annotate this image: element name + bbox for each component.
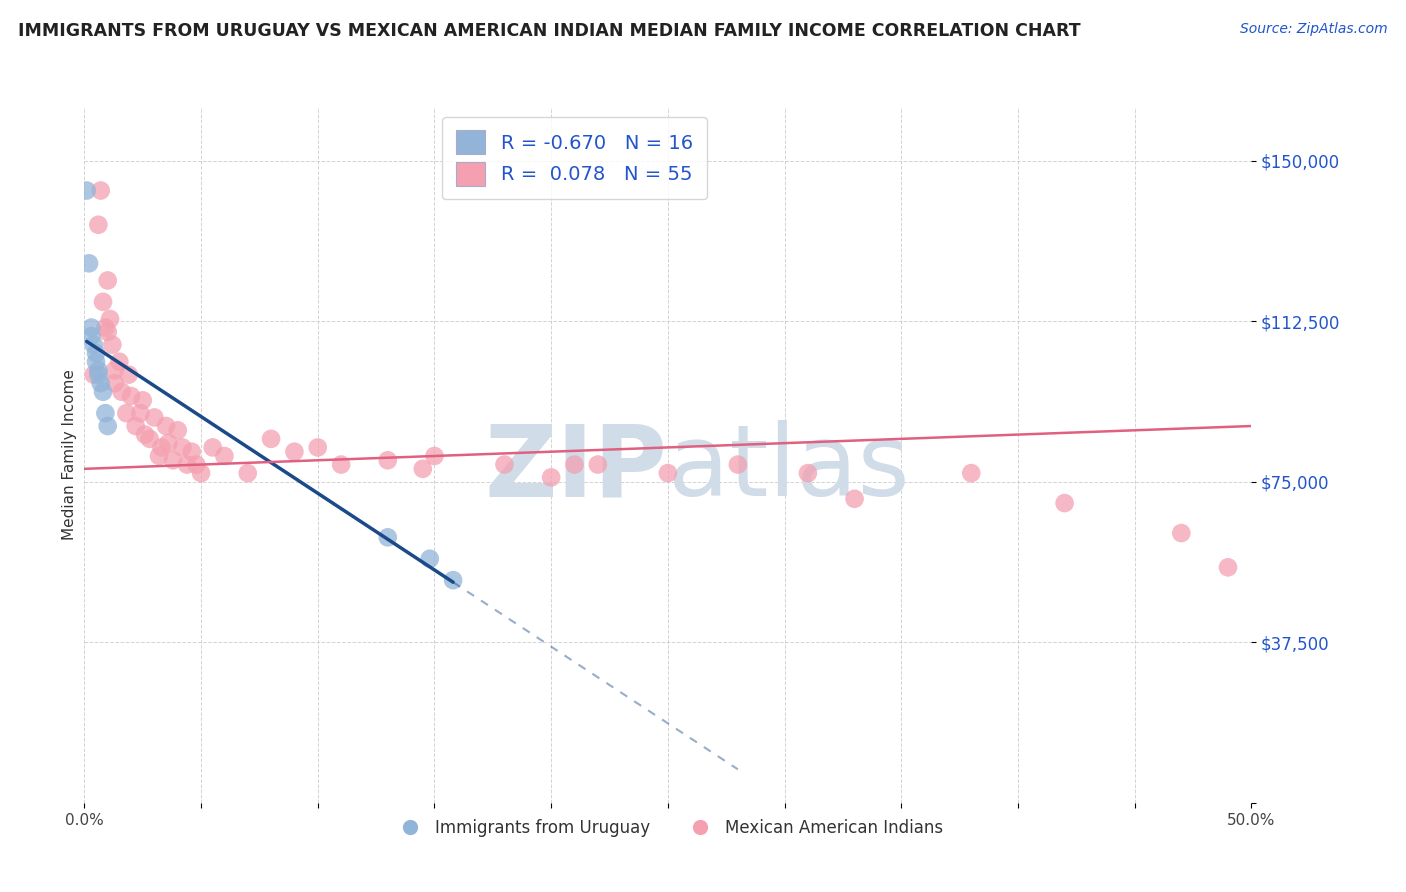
Point [97, 419, 120, 434]
Point [91, 294, 114, 309]
Point [960, 466, 983, 480]
Point [111, 384, 134, 399]
Point [844, 491, 866, 506]
Point [1053, 496, 1076, 510]
Point [377, 453, 399, 467]
Point [80, 329, 103, 343]
Text: Source: ZipAtlas.com: Source: ZipAtlas.com [1240, 22, 1388, 37]
Point [155, 419, 177, 434]
Point [1216, 560, 1239, 574]
Point [132, 393, 155, 408]
Point [214, 449, 236, 463]
Point [129, 406, 152, 420]
Point [84, 355, 107, 369]
Point [87, 368, 110, 382]
Point [190, 466, 212, 480]
Point [330, 458, 353, 472]
Point [172, 441, 194, 455]
Point [186, 458, 208, 472]
Text: IMMIGRANTS FROM URUGUAY VS MEXICAN AMERICAN INDIAN MEDIAN FAMILY INCOME CORRELAT: IMMIGRANTS FROM URUGUAY VS MEXICAN AMERI… [18, 22, 1081, 40]
Point [98, 312, 121, 326]
Point [90, 376, 112, 391]
Y-axis label: Median Family Income: Median Family Income [62, 369, 77, 541]
Point [97, 325, 120, 339]
Point [97, 273, 120, 287]
Point [94, 320, 117, 334]
Point [150, 441, 173, 455]
Point [307, 441, 329, 455]
Point [77, 256, 100, 270]
Point [727, 458, 749, 472]
Point [283, 444, 305, 458]
Point [84, 346, 107, 360]
Point [87, 363, 110, 377]
Legend: Immigrants from Uruguay, Mexican American Indians: Immigrants from Uruguay, Mexican America… [387, 812, 949, 843]
Point [104, 376, 127, 391]
Point [120, 389, 142, 403]
Point [148, 449, 170, 463]
Point [83, 337, 105, 351]
Point [377, 530, 399, 544]
Point [236, 466, 259, 480]
Point [138, 432, 160, 446]
Point [586, 458, 609, 472]
Point [260, 432, 283, 446]
Point [76, 184, 98, 198]
Point [87, 218, 110, 232]
Point [104, 363, 127, 377]
Point [101, 337, 124, 351]
Point [143, 410, 166, 425]
Point [134, 427, 156, 442]
Point [166, 423, 188, 437]
Point [176, 458, 198, 472]
Point [90, 184, 112, 198]
Point [115, 406, 138, 420]
Point [657, 466, 679, 480]
Text: ZIP: ZIP [485, 420, 668, 517]
Text: atlas: atlas [668, 420, 910, 517]
Point [80, 320, 103, 334]
Point [441, 573, 464, 587]
Point [83, 368, 105, 382]
Point [118, 368, 141, 382]
Point [157, 436, 180, 450]
Point [423, 449, 446, 463]
Point [162, 453, 184, 467]
Point [412, 462, 434, 476]
Point [419, 551, 441, 566]
Point [180, 444, 202, 458]
Point [108, 355, 131, 369]
Point [201, 441, 224, 455]
Point [540, 470, 562, 484]
Point [1170, 526, 1192, 541]
Point [564, 458, 586, 472]
Point [125, 419, 148, 434]
Point [494, 458, 516, 472]
Point [94, 406, 117, 420]
Point [91, 384, 114, 399]
Point [797, 466, 820, 480]
